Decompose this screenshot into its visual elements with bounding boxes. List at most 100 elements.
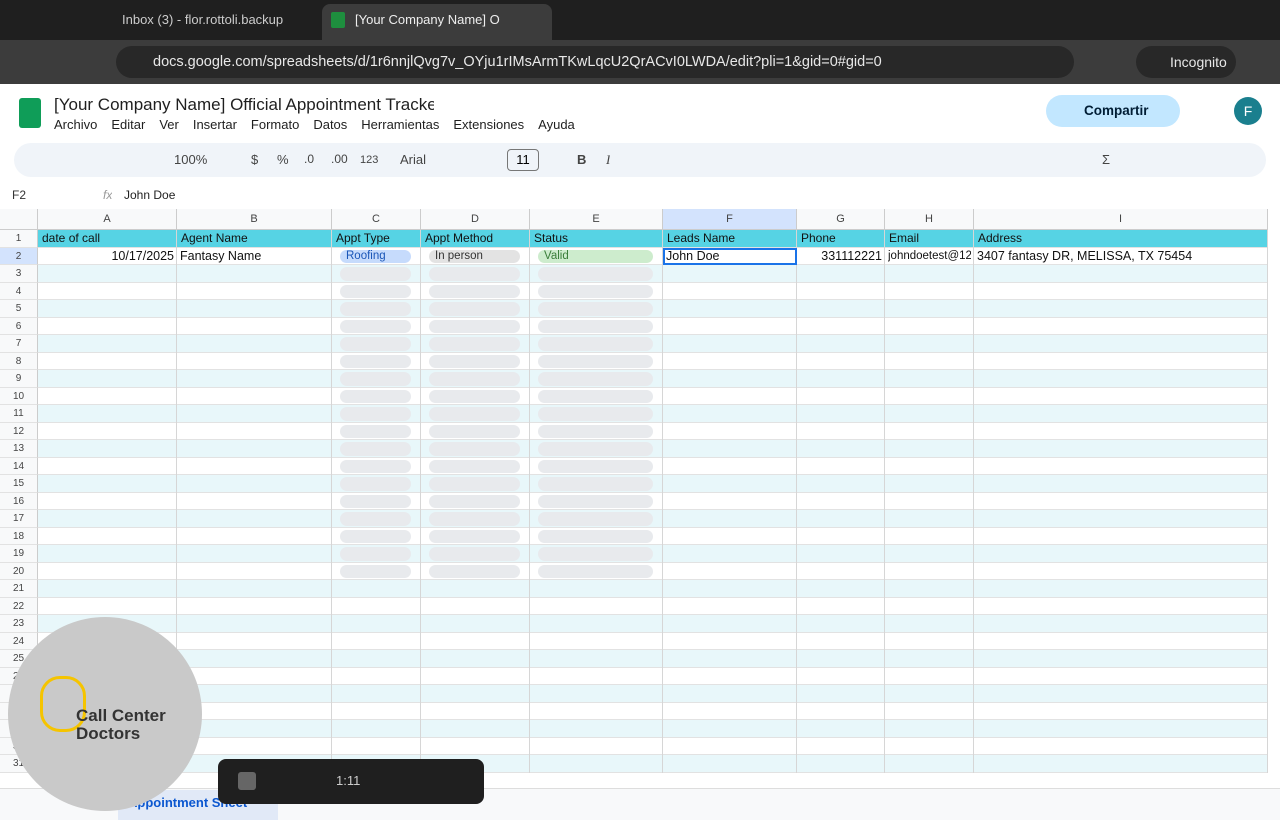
dropdown-chip[interactable] bbox=[429, 494, 520, 508]
row-header[interactable]: 15 bbox=[0, 475, 38, 493]
percent[interactable]: % bbox=[277, 152, 289, 167]
dropdown-chip[interactable] bbox=[538, 389, 653, 403]
dropdown-chip[interactable] bbox=[538, 372, 653, 386]
dropdown-chip[interactable] bbox=[429, 354, 520, 368]
dropdown-chip[interactable] bbox=[429, 529, 520, 543]
cell[interactable]: In person bbox=[435, 249, 483, 262]
dropdown-chip[interactable] bbox=[340, 424, 411, 438]
dropdown-chip[interactable] bbox=[538, 337, 653, 351]
dropdown-chip[interactable] bbox=[340, 337, 411, 351]
dropdown-chip[interactable] bbox=[340, 459, 411, 473]
cell[interactable]: 10/17/2025 bbox=[111, 248, 174, 263]
menu-item[interactable]: Formato bbox=[250, 117, 300, 132]
dropdown-chip[interactable] bbox=[340, 319, 411, 333]
active-tab[interactable] bbox=[322, 4, 552, 40]
dropdown-chip[interactable] bbox=[340, 354, 411, 368]
header-cell[interactable]: Address bbox=[978, 231, 1023, 245]
row-header[interactable]: 3 bbox=[0, 265, 38, 283]
selected-cell[interactable] bbox=[663, 247, 797, 265]
formula-content[interactable]: John Doe bbox=[124, 188, 176, 202]
header-cell[interactable]: date of call bbox=[42, 231, 101, 245]
dropdown-chip[interactable] bbox=[340, 512, 411, 526]
dropdown-chip[interactable] bbox=[538, 564, 653, 578]
column-header[interactable]: G bbox=[797, 209, 885, 230]
column-header[interactable]: I bbox=[974, 209, 1268, 230]
header-cell[interactable]: Leads Name bbox=[667, 231, 736, 245]
dropdown-chip[interactable] bbox=[538, 459, 653, 473]
cell[interactable]: johndoetest@12 bbox=[888, 249, 971, 262]
menu-item[interactable]: Ayuda bbox=[538, 117, 575, 132]
dropdown-chip[interactable] bbox=[538, 284, 653, 298]
dropdown-chip[interactable] bbox=[429, 372, 520, 386]
header-cell[interactable]: Email bbox=[889, 231, 920, 245]
menu-item[interactable]: Extensiones bbox=[453, 117, 525, 132]
row-header[interactable]: 18 bbox=[0, 527, 38, 545]
dropdown-chip[interactable] bbox=[538, 267, 653, 281]
row-header[interactable]: 8 bbox=[0, 352, 38, 370]
dropdown-chip[interactable] bbox=[340, 389, 411, 403]
header-cell[interactable]: Status bbox=[534, 231, 569, 245]
row-header[interactable]: 16 bbox=[0, 492, 38, 510]
more-formats[interactable]: 123 bbox=[360, 154, 379, 166]
row-header[interactable]: 4 bbox=[0, 282, 38, 300]
dropdown-chip[interactable] bbox=[429, 337, 520, 351]
dropdown-chip[interactable] bbox=[429, 267, 520, 281]
header-cell[interactable]: Appt Method bbox=[425, 231, 494, 245]
dropdown-chip[interactable] bbox=[340, 284, 411, 298]
dropdown-chip[interactable] bbox=[538, 354, 653, 368]
dropdown-chip[interactable] bbox=[429, 564, 520, 578]
column-header[interactable]: F bbox=[663, 209, 797, 230]
row-header[interactable]: 2 bbox=[0, 247, 38, 265]
dropdown-chip[interactable] bbox=[340, 564, 411, 578]
cell[interactable]: 3407 fantasy DR, MELISSA, TX 75454 bbox=[977, 248, 1193, 263]
dropdown-chip[interactable] bbox=[429, 249, 520, 263]
dropdown-chip[interactable] bbox=[429, 407, 520, 421]
dropdown-chip[interactable] bbox=[340, 442, 411, 456]
row-header[interactable]: 6 bbox=[0, 317, 38, 335]
currency[interactable]: $ bbox=[251, 152, 259, 167]
dropdown-chip[interactable] bbox=[538, 477, 653, 491]
dropdown-chip[interactable] bbox=[340, 547, 411, 561]
row-header[interactable]: 5 bbox=[0, 300, 38, 318]
dropdown-chip[interactable] bbox=[538, 547, 653, 561]
dropdown-chip[interactable] bbox=[538, 529, 653, 543]
menu-item[interactable]: Datos bbox=[313, 117, 348, 132]
header-cell[interactable]: Phone bbox=[801, 231, 836, 245]
menu-item[interactable]: Herramientas bbox=[361, 117, 440, 132]
dropdown-chip[interactable] bbox=[538, 407, 653, 421]
omnibox[interactable] bbox=[116, 46, 1074, 78]
column-header[interactable]: H bbox=[885, 209, 974, 230]
row-header[interactable]: 11 bbox=[0, 405, 38, 423]
cell[interactable]: Fantasy Name bbox=[180, 248, 262, 263]
cell[interactable]: Valid bbox=[544, 249, 569, 262]
row-header[interactable]: 22 bbox=[0, 597, 38, 615]
column-header[interactable]: D bbox=[421, 209, 530, 230]
cell[interactable]: John Doe bbox=[666, 248, 720, 263]
dropdown-chip[interactable] bbox=[429, 547, 520, 561]
dropdown-chip[interactable] bbox=[429, 442, 520, 456]
row-header[interactable]: 12 bbox=[0, 422, 38, 440]
dropdown-chip[interactable] bbox=[538, 302, 653, 316]
row-header[interactable]: 9 bbox=[0, 370, 38, 388]
dropdown-chip[interactable] bbox=[429, 459, 520, 473]
dropdown-chip[interactable] bbox=[429, 512, 520, 526]
dropdown-chip[interactable] bbox=[538, 319, 653, 333]
cell[interactable]: 331112221 bbox=[821, 248, 882, 263]
column-header[interactable]: B bbox=[177, 209, 332, 230]
stop-button[interactable] bbox=[238, 772, 256, 790]
menu-item[interactable]: Archivo bbox=[54, 117, 98, 132]
row-header[interactable]: 7 bbox=[0, 335, 38, 353]
dropdown-chip[interactable] bbox=[340, 407, 411, 421]
row-header[interactable]: 23 bbox=[0, 615, 38, 633]
dropdown-chip[interactable] bbox=[429, 319, 520, 333]
dropdown-chip[interactable] bbox=[340, 372, 411, 386]
dropdown-chip[interactable] bbox=[340, 494, 411, 508]
menu-item[interactable]: Ver bbox=[159, 117, 179, 132]
row-header[interactable]: 19 bbox=[0, 545, 38, 563]
url[interactable]: docs.google.com/spreadsheets/d/1r6nnjlQv… bbox=[153, 54, 882, 70]
header-cell[interactable]: Agent Name bbox=[181, 231, 248, 245]
dropdown-chip[interactable] bbox=[538, 424, 653, 438]
cell[interactable]: Roofing bbox=[346, 249, 386, 262]
dropdown-chip[interactable] bbox=[340, 267, 411, 281]
name-box[interactable]: F2 bbox=[12, 188, 27, 202]
